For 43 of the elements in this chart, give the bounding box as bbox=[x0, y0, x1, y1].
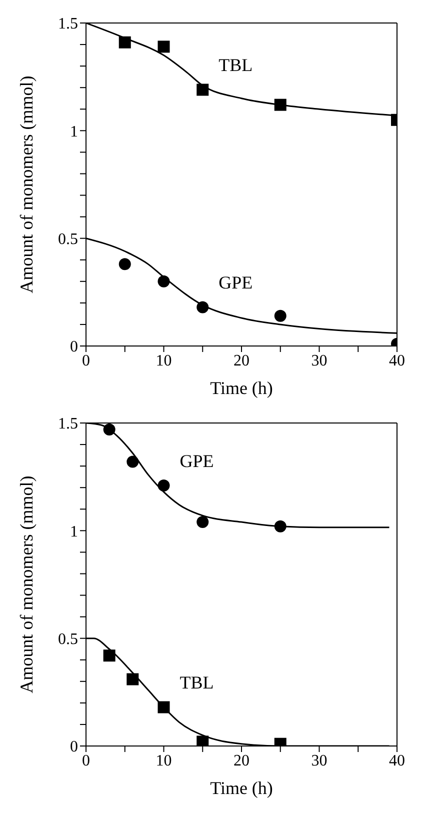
x-tick-label: 40 bbox=[389, 752, 405, 770]
series-label: TBL bbox=[180, 672, 214, 693]
point bbox=[118, 258, 131, 270]
y-tick-label: 1 bbox=[70, 523, 78, 540]
y-tick-label: 1.5 bbox=[58, 16, 78, 33]
point bbox=[274, 98, 286, 111]
series-label: TBL bbox=[218, 55, 253, 76]
y-axis-title: Amount of monomers (mmol) bbox=[16, 76, 36, 294]
x-tick-label: 30 bbox=[311, 352, 328, 370]
y-axis-title: Amount of monomers (mmol) bbox=[16, 476, 36, 694]
series-label: GPE bbox=[180, 450, 214, 471]
point bbox=[274, 520, 286, 532]
x-axis-title: Time (h) bbox=[210, 778, 273, 798]
point bbox=[196, 516, 209, 528]
y-tick-label: 0.5 bbox=[58, 631, 78, 648]
x-tick-label: 30 bbox=[311, 752, 328, 770]
point bbox=[103, 423, 116, 436]
y-tick-label: 0.5 bbox=[58, 231, 78, 248]
point bbox=[118, 36, 131, 48]
x-tick-label: 0 bbox=[82, 752, 90, 770]
y-tick-label: 1.5 bbox=[58, 416, 78, 433]
y-tick-label: 1 bbox=[70, 123, 78, 140]
x-axis-title: Time (h) bbox=[210, 378, 273, 398]
point bbox=[158, 275, 170, 288]
point bbox=[158, 701, 170, 714]
point bbox=[196, 301, 209, 314]
y-tick-label: 0 bbox=[70, 338, 78, 356]
x-tick-label: 0 bbox=[82, 352, 90, 370]
y-tick-label: 0 bbox=[70, 738, 78, 756]
point bbox=[126, 456, 139, 468]
point bbox=[158, 479, 170, 492]
x-tick-label: 20 bbox=[234, 352, 250, 370]
point bbox=[196, 84, 209, 96]
point bbox=[274, 310, 286, 322]
series-label: GPE bbox=[218, 272, 253, 293]
x-tick-label: 10 bbox=[156, 752, 172, 770]
x-tick-label: 20 bbox=[234, 752, 250, 770]
point bbox=[196, 736, 209, 746]
point bbox=[126, 673, 139, 686]
x-tick-label: 40 bbox=[389, 352, 405, 370]
point bbox=[158, 40, 170, 53]
point bbox=[103, 650, 116, 662]
x-tick-label: 10 bbox=[156, 352, 172, 370]
